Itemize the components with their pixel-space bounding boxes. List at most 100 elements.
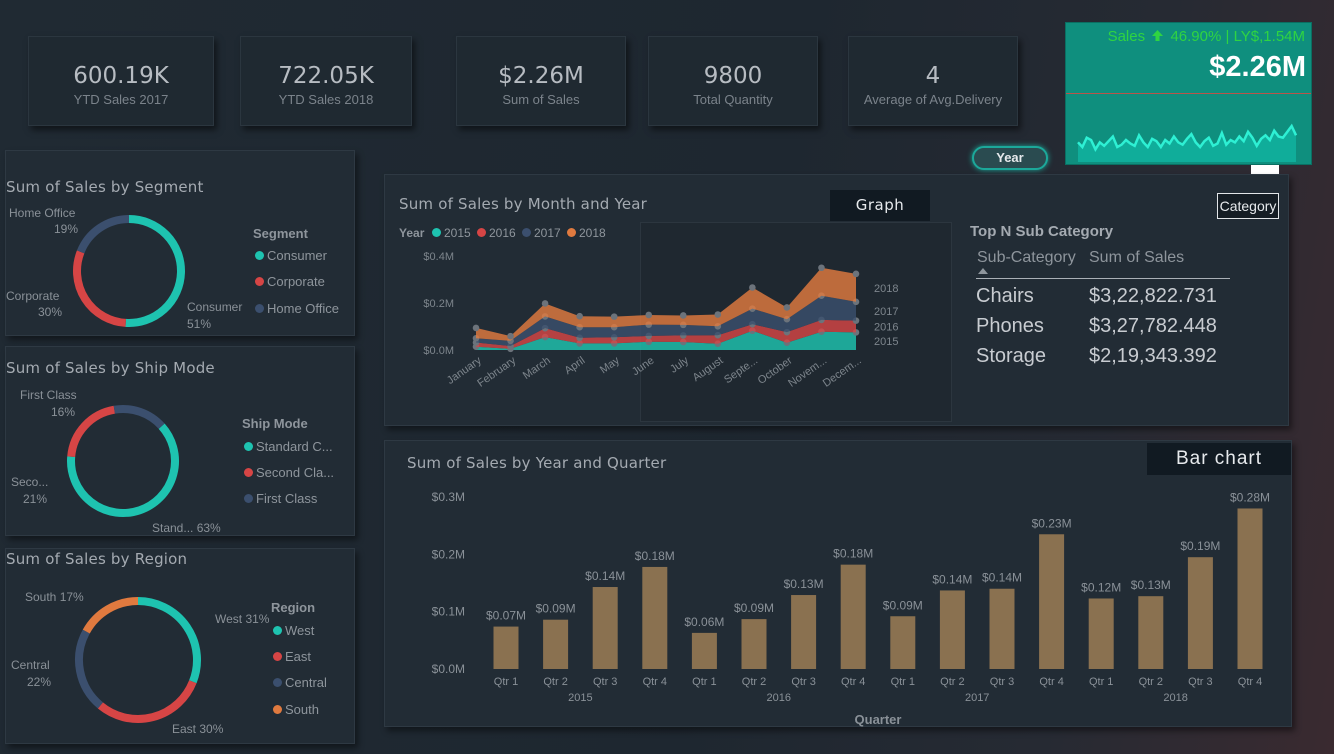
bar[interactable] (1237, 508, 1263, 669)
donut-slice-corporate[interactable] (73, 250, 127, 327)
legend-item-east[interactable]: East (273, 649, 311, 664)
legend-item-standard-class[interactable]: Standard C... (244, 439, 333, 454)
donut-slice-second-class[interactable] (67, 405, 116, 458)
legend-item-central[interactable]: Central (273, 675, 327, 690)
data-point[interactable] (852, 270, 860, 278)
legend-item-2018[interactable]: 2018 (567, 226, 606, 240)
graph-button[interactable]: Graph (830, 190, 930, 221)
data-point[interactable] (645, 311, 653, 319)
legend-item-home-office[interactable]: Home Office (255, 301, 339, 316)
sales-card-label: Sales (1107, 28, 1146, 45)
data-point[interactable] (818, 264, 825, 272)
bar[interactable] (592, 587, 618, 669)
data-point[interactable] (472, 324, 480, 332)
x-tick-label: Qtr 1 (1089, 676, 1113, 688)
data-point[interactable] (610, 313, 618, 320)
sales-card-divider (1066, 93, 1311, 94)
year-button[interactable]: Year (972, 146, 1048, 170)
bar[interactable] (741, 619, 767, 669)
kpi-value: 4 (925, 63, 941, 89)
donut-slice-home-office[interactable] (76, 215, 130, 254)
legend-item-2016[interactable]: 2016 (477, 226, 516, 240)
data-point[interactable] (749, 284, 756, 291)
data-point[interactable] (507, 332, 514, 340)
legend-label: First Class (256, 491, 318, 506)
sales-card-header: Sales 46.90% | LY$,1.54M (1108, 28, 1305, 45)
legend-label: Second Cla... (256, 465, 335, 480)
legend-item-west[interactable]: West (273, 623, 314, 638)
data-label: South 17% (25, 590, 84, 604)
data-label: 51% (187, 317, 212, 331)
bar[interactable] (989, 588, 1015, 669)
region-legend-title: Region (271, 600, 316, 615)
area-series-2017[interactable] (476, 295, 856, 346)
sales-sparkline (1077, 123, 1298, 162)
kpi-sum-of-sales: $2.26M Sum of Sales (456, 36, 626, 126)
month-year-chart-title: Sum of Sales by Month and Year (399, 195, 648, 213)
data-point[interactable] (714, 311, 722, 318)
data-point[interactable] (679, 312, 687, 319)
legend-item-first-class[interactable]: First Class (244, 491, 317, 506)
donut-slice-west[interactable] (137, 597, 201, 684)
topn-col-subcategory[interactable]: Sub-Category (977, 249, 1076, 266)
series-end-label: 2017 (874, 306, 898, 318)
bar-data-label: $0.09M (536, 602, 576, 616)
legend-item-consumer[interactable]: Consumer (255, 248, 327, 263)
x-group-label: 2015 (568, 692, 592, 704)
legend-item-second-class[interactable]: Second Cla... (244, 465, 334, 480)
area-series-2018[interactable] (476, 267, 856, 341)
topn-col-sales[interactable]: Sum of Sales (1089, 249, 1185, 266)
bar[interactable] (890, 616, 916, 669)
donut-slice-east[interactable] (97, 680, 197, 723)
donut-slice-first-class[interactable] (113, 405, 165, 430)
donut-slice-central[interactable] (75, 629, 104, 709)
kpi-value: 600.19K (73, 63, 169, 89)
x-tick-label: April (562, 355, 587, 377)
donut-slice-standard-class[interactable] (67, 423, 179, 517)
bar[interactable] (1039, 534, 1065, 669)
bar[interactable] (691, 632, 717, 669)
bar-chart-button[interactable]: Bar chart (1147, 443, 1291, 475)
legend-item-corporate[interactable]: Corporate (255, 274, 325, 289)
bar[interactable] (1187, 557, 1213, 669)
legend-label: West (285, 623, 315, 638)
sparkline-area (1078, 126, 1296, 162)
y-tick-label: $0.0M (423, 345, 454, 357)
kpi-label: Sum of Sales (502, 92, 580, 107)
data-point[interactable] (541, 300, 549, 307)
data-point[interactable] (783, 304, 791, 311)
up-arrow-icon (1152, 30, 1164, 41)
y-tick-label: $0.2M (423, 298, 454, 310)
bar[interactable] (1138, 596, 1164, 669)
bar[interactable] (939, 590, 965, 669)
x-tick-label: Qtr 2 (742, 676, 766, 688)
bar[interactable] (493, 626, 519, 669)
legend-label: 2018 (579, 226, 606, 240)
legend-item-2017[interactable]: 2017 (522, 226, 561, 240)
x-tick-label: Qtr 2 (940, 676, 964, 688)
row-name: Storage (976, 345, 1047, 367)
x-tick-label: Qtr 4 (643, 676, 667, 688)
bar[interactable] (642, 566, 668, 669)
x-tick-label: May (598, 354, 622, 376)
bar-data-label: $0.14M (982, 571, 1022, 585)
area-series-2016[interactable] (476, 319, 856, 349)
legend-item-2015[interactable]: 2015 (432, 226, 471, 240)
data-point[interactable] (576, 312, 583, 320)
legend-label: Standard C... (256, 439, 333, 454)
bar[interactable] (840, 564, 866, 669)
category-button[interactable]: Category (1217, 193, 1279, 219)
bar[interactable] (1088, 598, 1114, 669)
legend-item-south[interactable]: South (273, 702, 319, 717)
area-series-2015[interactable] (476, 330, 856, 350)
row-value: $3,22,822.731 (1089, 285, 1217, 307)
topn-header-divider (976, 278, 1230, 279)
data-label: 19% (54, 222, 79, 236)
series-end-label: 2018 (874, 283, 898, 295)
x-tick-label: Novem... (786, 355, 829, 390)
bar[interactable] (543, 619, 569, 669)
donut-slice-consumer[interactable] (125, 215, 185, 327)
data-label: Seco... (11, 475, 49, 489)
bar[interactable] (791, 595, 817, 669)
donut-slice-south[interactable] (82, 597, 139, 634)
